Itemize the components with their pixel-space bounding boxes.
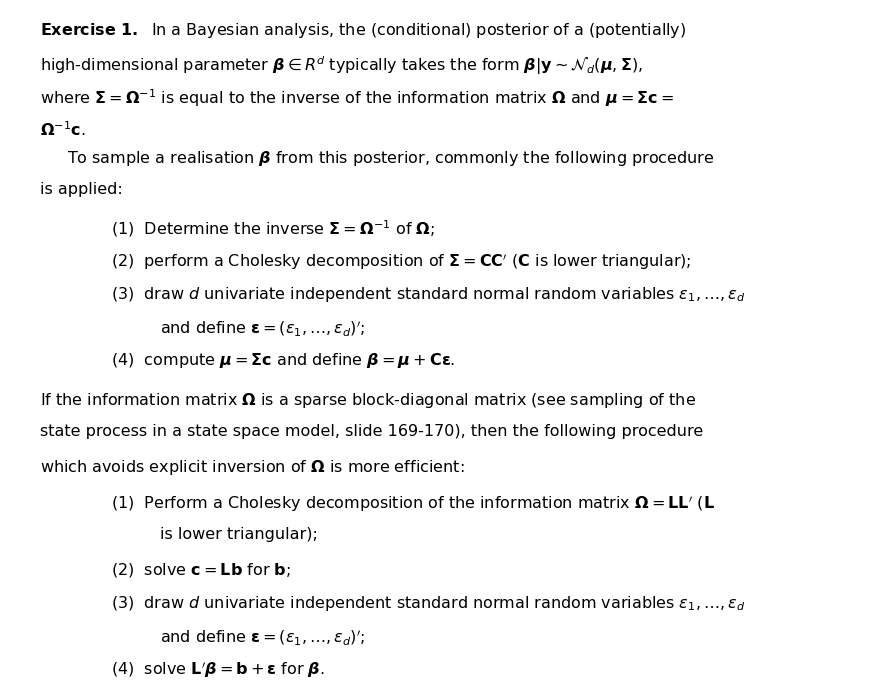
- Text: (2)  perform a Cholesky decomposition of $\boldsymbol{\Sigma} = \mathbf{CC}^{\pr: (2) perform a Cholesky decomposition of …: [111, 252, 692, 272]
- Text: (3)  draw $d$ univariate independent standard normal random variables $\varepsil: (3) draw $d$ univariate independent stan…: [111, 594, 746, 612]
- Text: is lower triangular);: is lower triangular);: [160, 527, 318, 543]
- Text: (2)  solve $\mathbf{c} = \mathbf{Lb}$ for $\mathbf{b}$;: (2) solve $\mathbf{c} = \mathbf{Lb}$ for…: [111, 561, 291, 579]
- Text: (4)  compute $\boldsymbol{\mu} = \boldsymbol{\Sigma}\mathbf{c}$ and define $\bol: (4) compute $\boldsymbol{\mu} = \boldsym…: [111, 352, 456, 370]
- Text: where $\boldsymbol{\Sigma} = \boldsymbol{\Omega}^{-1}$ is equal to the inverse o: where $\boldsymbol{\Sigma} = \boldsymbol…: [40, 87, 674, 109]
- Text: (4)  solve $\mathbf{L}^{\prime}\boldsymbol{\beta} = \mathbf{b} + \boldsymbol{\va: (4) solve $\mathbf{L}^{\prime}\boldsymbo…: [111, 660, 325, 680]
- Text: and define $\boldsymbol{\varepsilon} = (\varepsilon_1, \ldots, \varepsilon_d)^{\: and define $\boldsymbol{\varepsilon} = (…: [160, 627, 366, 646]
- Text: To sample a realisation $\boldsymbol{\beta}$ from this posterior, commonly the f: To sample a realisation $\boldsymbol{\be…: [67, 149, 714, 167]
- Text: is applied:: is applied:: [40, 182, 123, 197]
- Text: (1)  Perform a Cholesky decomposition of the information matrix $\boldsymbol{\Om: (1) Perform a Cholesky decomposition of …: [111, 494, 716, 514]
- Text: which avoids explicit inversion of $\boldsymbol{\Omega}$ is more efficient:: which avoids explicit inversion of $\bol…: [40, 457, 465, 477]
- Text: (3)  draw $d$ univariate independent standard normal random variables $\varepsil: (3) draw $d$ univariate independent stan…: [111, 285, 746, 304]
- Text: If the information matrix $\boldsymbol{\Omega}$ is a sparse block-diagonal matri: If the information matrix $\boldsymbol{\…: [40, 391, 696, 410]
- Text: and define $\boldsymbol{\varepsilon} = (\varepsilon_1, \ldots, \varepsilon_d)^{\: and define $\boldsymbol{\varepsilon} = (…: [160, 318, 366, 338]
- Text: high-dimensional parameter $\boldsymbol{\beta} \in R^d$ typically takes the form: high-dimensional parameter $\boldsymbol{…: [40, 54, 643, 77]
- Text: $\boldsymbol{\Omega}^{-1}\mathbf{c}.$: $\boldsymbol{\Omega}^{-1}\mathbf{c}.$: [40, 120, 85, 139]
- Text: state process in a state space model, slide 169-170), then the following procedu: state process in a state space model, sl…: [40, 424, 703, 439]
- Text: $\mathbf{Exercise\ 1.}$  In a Bayesian analysis, the (conditional) posterior of : $\mathbf{Exercise\ 1.}$ In a Bayesian an…: [40, 21, 686, 39]
- Text: (1)  Determine the inverse $\boldsymbol{\Sigma} = \boldsymbol{\Omega}^{-1}$ of $: (1) Determine the inverse $\boldsymbol{\…: [111, 219, 435, 239]
